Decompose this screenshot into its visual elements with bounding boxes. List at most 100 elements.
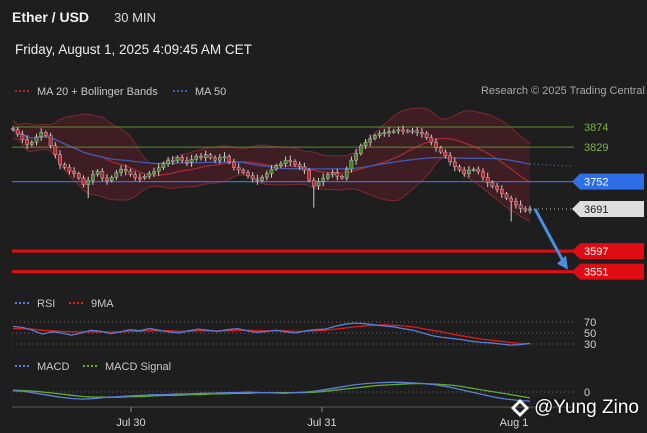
- candle: [274, 165, 279, 170]
- candle: [415, 130, 420, 133]
- candle: [208, 154, 213, 159]
- legend-label-rsi: RSI: [37, 298, 56, 310]
- candle: [330, 172, 335, 175]
- candle: [48, 135, 53, 147]
- legend-swatch-ma20: [15, 89, 29, 95]
- legend-macd-signal[interactable]: MACD Signal: [83, 361, 171, 373]
- rsi-9ma-line: [13, 324, 531, 345]
- candle: [401, 129, 405, 132]
- candle: [293, 161, 297, 165]
- candle: [44, 132, 48, 136]
- candle: [142, 176, 147, 179]
- legend-macd[interactable]: MACD: [15, 361, 69, 373]
- candle: [138, 177, 142, 180]
- candle: [481, 171, 485, 178]
- watermark: @Yung Zino: [510, 397, 639, 419]
- candle: [105, 177, 109, 181]
- candle: [185, 159, 189, 163]
- candle: [297, 164, 302, 168]
- candle: [67, 167, 72, 172]
- candle: [76, 173, 81, 179]
- projection-arrow-head: [557, 255, 568, 270]
- legend-ma50[interactable]: MA 50: [173, 86, 226, 98]
- candle: [373, 135, 377, 139]
- candle: [429, 137, 434, 143]
- candle: [255, 178, 260, 181]
- candle: [53, 145, 58, 155]
- candle: [514, 201, 518, 206]
- level-tag-3597: [572, 243, 644, 260]
- macd-zero-label: 0: [584, 387, 590, 399]
- macd-line: [12, 381, 531, 402]
- candle: [500, 189, 504, 194]
- legend-rsi[interactable]: RSI: [15, 298, 55, 310]
- rsi-level-label-70: 70: [584, 317, 596, 329]
- watermark-text: @Yung Zino: [534, 397, 639, 418]
- candle: [448, 155, 452, 163]
- projection-arrow-shaft: [533, 208, 567, 266]
- candle: [109, 176, 114, 181]
- candle: [161, 163, 166, 168]
- candle: [363, 142, 368, 147]
- candle: [490, 182, 495, 187]
- candle: [462, 169, 467, 174]
- legend-label-macd: MACD: [37, 361, 70, 373]
- candle: [100, 171, 105, 179]
- macd-signal-line: [12, 382, 531, 399]
- candle: [133, 174, 138, 178]
- candle: [283, 159, 288, 164]
- candle: [476, 168, 481, 172]
- candle: [147, 173, 152, 177]
- time-axis-label: Aug 1: [500, 417, 529, 429]
- candle: [15, 129, 20, 135]
- ma50-extension: [529, 163, 573, 167]
- candle: [81, 177, 86, 185]
- candle: [410, 130, 415, 133]
- candle: [377, 133, 382, 136]
- legend-9ma[interactable]: 9MA: [69, 298, 114, 310]
- candle: [95, 171, 100, 175]
- candle: [509, 198, 514, 202]
- candle: [189, 159, 194, 163]
- candle: [335, 172, 340, 177]
- candle: [39, 132, 43, 138]
- candle: [326, 174, 330, 179]
- level-tag-3691: [572, 200, 644, 217]
- chart-datetime: Friday, August 1, 2025 4:09:45 AM CET: [15, 42, 252, 57]
- candle: [269, 168, 274, 174]
- candle: [25, 139, 29, 145]
- level-label-3752: 3752: [584, 177, 608, 189]
- candle: [91, 174, 95, 181]
- candle: [236, 167, 241, 171]
- candle: [391, 130, 396, 133]
- candle: [170, 159, 175, 162]
- timeframe-label[interactable]: 30 MIN: [114, 10, 156, 25]
- candle: [114, 172, 119, 178]
- candle: [504, 193, 509, 199]
- candle: [152, 171, 156, 174]
- candle: [288, 159, 293, 162]
- legend-label-ma50: MA 50: [195, 86, 227, 98]
- candle: [128, 170, 133, 175]
- candle: [321, 177, 326, 182]
- candle: [279, 163, 283, 166]
- level-label-3551: 3551: [584, 267, 608, 279]
- candle: [443, 151, 448, 156]
- candle: [354, 153, 358, 161]
- candle: [344, 168, 349, 179]
- legend-swatch-rsi: [15, 301, 29, 307]
- candle: [467, 169, 471, 174]
- candle: [471, 168, 476, 171]
- rsi-level-label-30: 30: [584, 339, 596, 351]
- level-tag-3551: [572, 263, 644, 280]
- candle: [246, 172, 250, 177]
- candle: [34, 136, 39, 143]
- legend-label-9ma: 9MA: [91, 298, 114, 310]
- candle: [232, 161, 236, 168]
- legend-ma20-bollinger[interactable]: MA 20 + Bollinger Bands: [15, 86, 158, 98]
- candle: [424, 133, 429, 138]
- legend-label-macd-signal: MACD Signal: [105, 361, 172, 373]
- level-label-3829: 3829: [584, 142, 608, 154]
- candle: [457, 166, 462, 171]
